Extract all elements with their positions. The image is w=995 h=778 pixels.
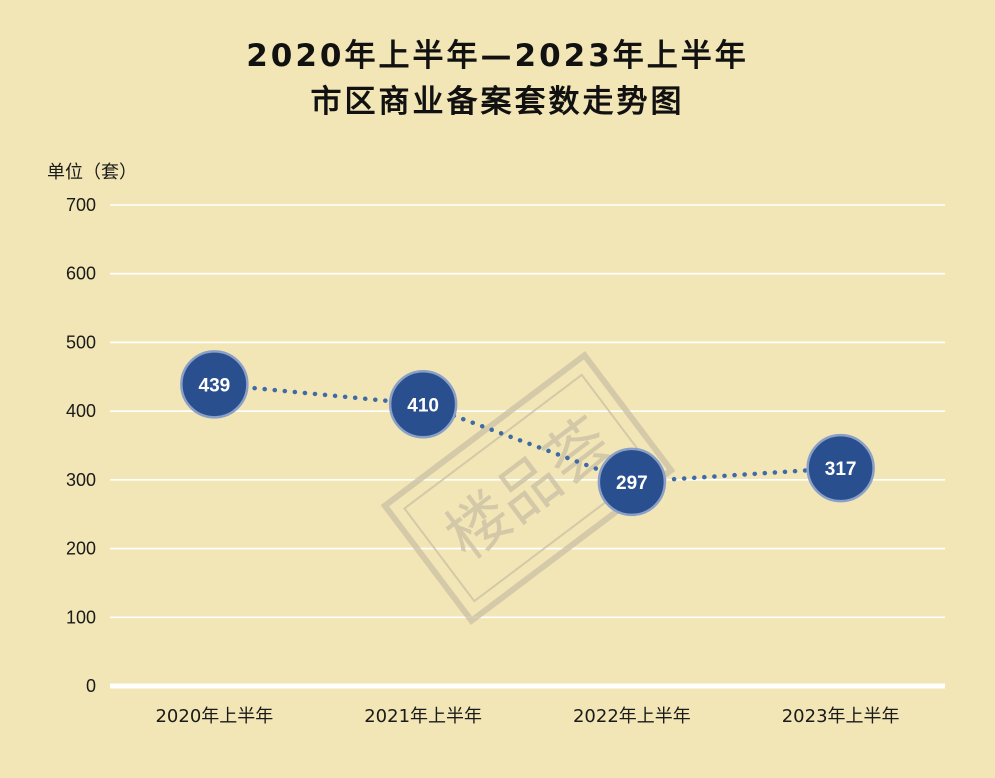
x-axis-category-labels: 2020年上半年 2021年上半年 2022年上半年 2023年上半年 (155, 706, 899, 727)
x-tick-label: 2022年上半年 (573, 706, 691, 727)
series-line (212, 382, 843, 485)
y-tick-label: 300 (66, 470, 96, 490)
y-tick-label: 0 (86, 676, 96, 696)
data-point-marker (180, 350, 249, 419)
y-tick-label: 600 (66, 264, 96, 284)
chart-subtitle: 市区商业备案套数走势图 (310, 84, 685, 120)
x-tick-label: 2021年上半年 (364, 706, 482, 727)
series-line-path (212, 382, 843, 485)
data-markers: 439 410 297 317 (180, 350, 875, 517)
y-tick-label: 100 (66, 607, 96, 627)
x-tick-label: 2020年上半年 (155, 706, 273, 727)
gridlines (110, 204, 945, 689)
data-point-marker (388, 370, 458, 439)
data-label: 297 (616, 473, 648, 494)
y-axis-unit-label: 单位（套） (47, 162, 137, 183)
data-label: 317 (825, 459, 857, 480)
y-axis-tick-labels: 0 100 200 300 400 500 600 700 (66, 195, 96, 696)
watermark-inner-frame (403, 373, 653, 603)
data-point-marker (597, 447, 667, 517)
y-tick-label: 700 (66, 195, 96, 215)
watermark-outer-frame (380, 351, 676, 625)
data-point-marker (806, 433, 875, 503)
x-tick-label: 2023年上半年 (782, 706, 900, 727)
data-label: 439 (199, 375, 231, 396)
y-tick-label: 200 (66, 539, 96, 559)
chart-title: 2020年上半年—2023年上半年 (246, 38, 749, 74)
data-label: 410 (407, 395, 439, 416)
y-tick-label: 500 (66, 332, 96, 352)
y-tick-label: 400 (66, 401, 96, 421)
